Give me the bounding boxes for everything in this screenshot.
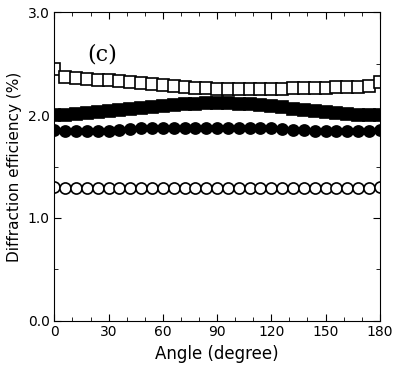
Text: (c): (c) [87,43,117,65]
Y-axis label: Diffraction efficiency (%): Diffraction efficiency (%) [7,71,22,262]
X-axis label: Angle (degree): Angle (degree) [155,345,279,363]
